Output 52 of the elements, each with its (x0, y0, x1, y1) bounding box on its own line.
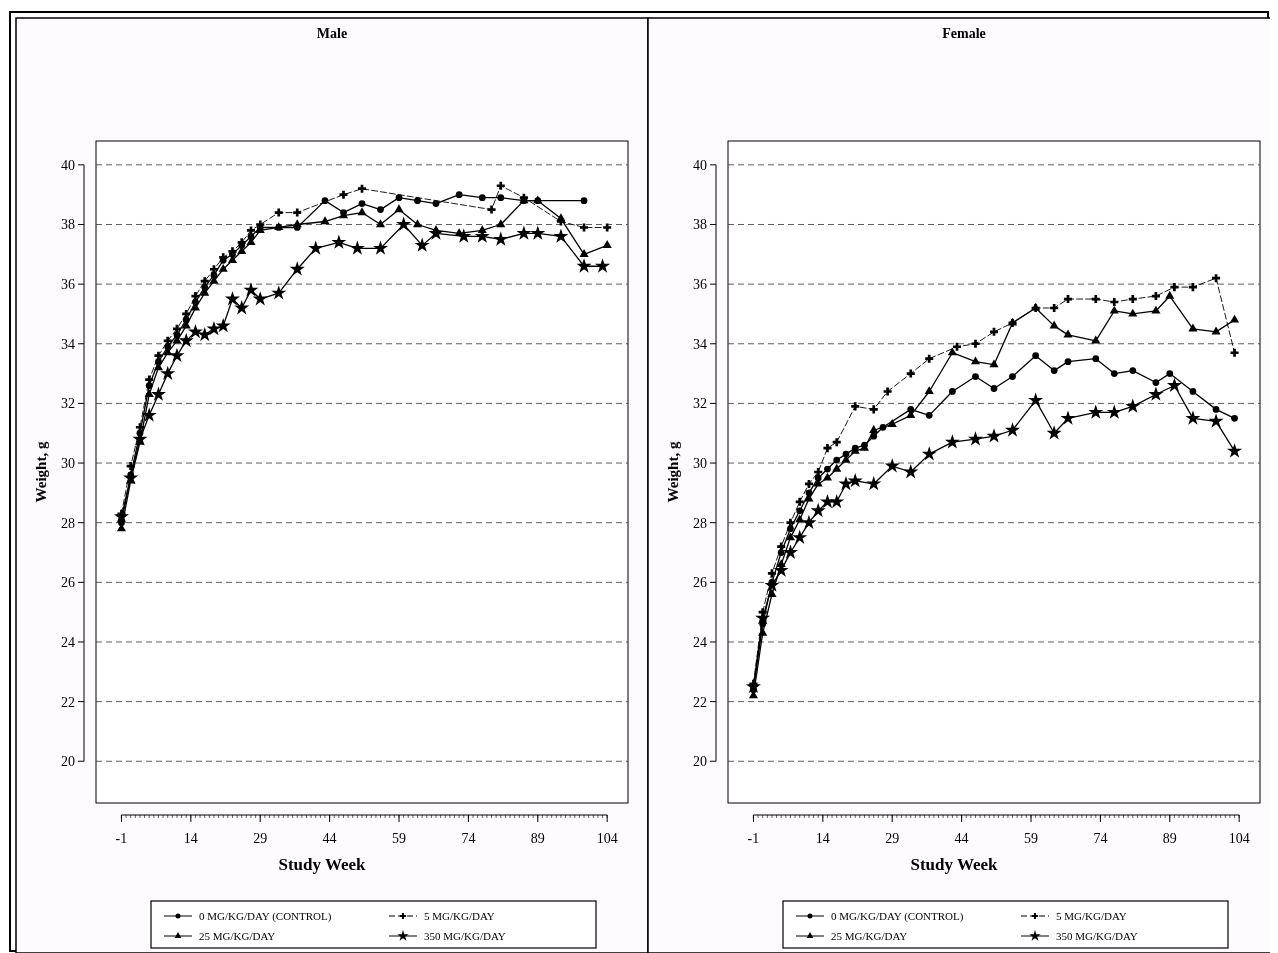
x-tick-label: 14 (815, 831, 830, 846)
y-tick-label: 22 (61, 694, 75, 710)
x-tick-label: 44 (954, 831, 969, 846)
x-tick-label: -1 (115, 831, 128, 846)
x-tick-label: 14 (183, 831, 198, 846)
y-tick-label: 36 (693, 277, 707, 293)
x-tick-label: 59 (1024, 831, 1039, 846)
legend-label: 25 MG/KG/DAY (831, 930, 908, 942)
y-axis-title: Weight, g (33, 441, 49, 503)
y-tick-label: 38 (693, 217, 707, 233)
legend-label: 350 MG/KG/DAY (424, 930, 506, 942)
y-tick-label: 22 (693, 694, 707, 710)
x-tick-label: -1 (747, 831, 760, 846)
legend-label: 25 MG/KG/DAY (199, 930, 276, 942)
y-tick-label: 34 (61, 336, 75, 352)
x-tick-label: 74 (461, 831, 476, 846)
y-tick-label: 28 (61, 515, 75, 531)
chart-title: Female (942, 26, 986, 41)
y-tick-label: 28 (693, 515, 707, 531)
y-tick-label: 20 (693, 754, 707, 770)
y-tick-label: 34 (693, 336, 707, 352)
y-tick-label: 32 (693, 396, 707, 412)
legend-label: 0 MG/KG/DAY (CONTROL) (199, 910, 332, 923)
legend-label: 5 MG/KG/DAY (424, 910, 495, 922)
y-tick-label: 38 (61, 217, 75, 233)
chart-title: Male (316, 26, 348, 41)
x-tick-label: 29 (253, 831, 268, 846)
x-tick-label: 74 (1093, 831, 1108, 846)
y-tick-label: 26 (61, 575, 75, 591)
x-tick-label: 104 (1228, 831, 1250, 846)
x-tick-label: 44 (322, 831, 337, 846)
y-tick-label: 20 (61, 754, 75, 770)
y-tick-label: 30 (61, 456, 75, 472)
x-axis-title: Study Week (278, 855, 367, 874)
legend-label: 5 MG/KG/DAY (1056, 910, 1127, 922)
x-axis-title: Study Week (910, 855, 999, 874)
y-tick-label: 24 (693, 634, 707, 650)
x-tick-label: 89 (1162, 831, 1177, 846)
y-tick-label: 40 (693, 157, 707, 173)
y-tick-label: 24 (61, 634, 75, 650)
x-tick-label: 104 (596, 831, 618, 846)
legend-label: 350 MG/KG/DAY (1056, 930, 1138, 942)
x-tick-label: 89 (530, 831, 545, 846)
y-axis-title: Weight, g (665, 441, 681, 503)
y-tick-label: 36 (61, 277, 75, 293)
y-tick-label: 26 (693, 575, 707, 591)
x-tick-label: 29 (885, 831, 900, 846)
legend-label: 0 MG/KG/DAY (CONTROL) (831, 910, 964, 923)
y-tick-label: 32 (61, 396, 75, 412)
x-tick-label: 59 (392, 831, 407, 846)
y-tick-label: 40 (61, 157, 75, 173)
y-tick-label: 30 (693, 456, 707, 472)
